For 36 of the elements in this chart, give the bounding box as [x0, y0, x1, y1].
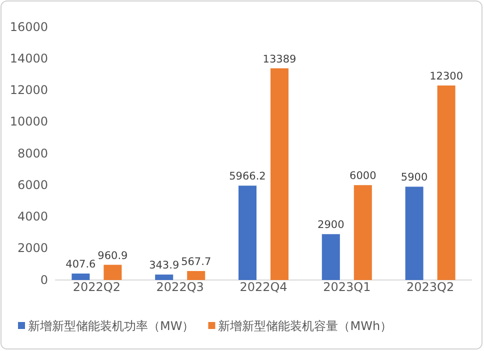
bar [322, 234, 340, 280]
data-label: 960.9 [98, 250, 128, 262]
x-tick-label: 2023Q2 [406, 280, 454, 294]
x-tick-label: 2022Q3 [156, 280, 204, 294]
bar [405, 186, 424, 280]
bar [104, 264, 122, 280]
y-tick-label: 2000 [17, 241, 48, 256]
y-tick-label: 8000 [17, 146, 48, 160]
x-tick-label: 2022Q2 [72, 280, 121, 294]
data-label: 6000 [350, 170, 376, 182]
data-label: 13389 [262, 53, 296, 66]
bar [72, 274, 90, 280]
bar [155, 274, 174, 280]
bar [270, 68, 288, 280]
bar [187, 271, 206, 280]
x-tick-label: 2023Q1 [323, 280, 371, 294]
y-tick-label: 0 [40, 272, 48, 287]
legend-label: 新增新型储能装机功率（MW） [28, 319, 194, 333]
y-tick-label: 14000 [10, 51, 48, 66]
data-label: 12300 [430, 70, 464, 83]
data-label: 567.7 [181, 256, 212, 268]
bar [437, 86, 456, 280]
y-tick-label: 6000 [17, 178, 48, 192]
x-tick-label: 2022Q4 [240, 280, 288, 294]
data-label: 343.9 [149, 260, 180, 272]
y-tick-label: 4000 [17, 210, 48, 224]
bar [354, 185, 372, 280]
bar [238, 186, 256, 280]
legend-label: 新增新型储能装机容量（MWh） [218, 319, 392, 333]
y-tick-label: 10000 [10, 114, 48, 129]
data-label: 2900 [318, 219, 344, 232]
y-tick-label: 16000 [10, 20, 48, 34]
data-label: 5966.2 [229, 170, 266, 183]
data-label: 5900 [400, 172, 428, 184]
y-tick-label: 12000 [10, 83, 48, 98]
data-label: 407.6 [66, 258, 96, 271]
